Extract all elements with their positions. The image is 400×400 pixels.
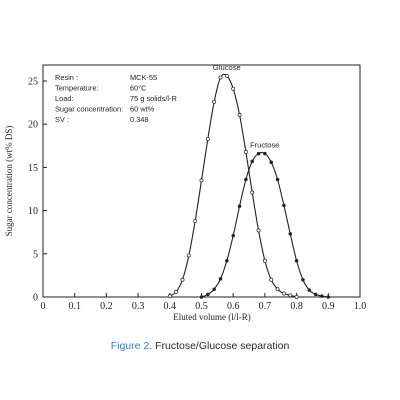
x-tick-label: 0.9 [322,301,335,312]
data-point [250,159,254,164]
x-tick-label: 0.1 [68,301,81,312]
data-point [206,292,210,297]
data-point [237,112,242,117]
data-point [224,73,229,78]
series-glucose: Glucose [167,63,299,299]
data-point [167,294,172,299]
figure-caption-text: Fructose/Glucose separation [155,340,290,352]
data-point [313,292,318,297]
series-line [169,73,297,298]
data-point [250,190,255,195]
data-point [199,178,204,183]
info-value: 0.348 [130,115,149,124]
data-point [288,232,293,236]
data-point [186,253,191,258]
axis-ticks: 0 0.1 0.2 0.3 0.4 0.5 0.6 0.7 0.8 0.9 1.0 0 5 10 15 20 2… [28,77,366,313]
data-point [269,277,274,282]
data-point [326,295,331,299]
x-tick-label: 0 [41,301,46,312]
data-point [275,177,280,182]
data-point [225,258,229,263]
data-point [193,219,198,223]
y-tick-label: 15 [28,163,38,174]
data-point [269,160,273,164]
data-point [256,151,261,156]
info-label: Sugar concentration: [55,105,123,114]
y-tick-label: 0 [33,293,38,304]
x-tick-label: 0.4 [164,301,177,312]
data-point [281,291,286,296]
data-point [288,293,293,298]
data-point [231,233,235,238]
x-tick-label: 0.8 [290,301,303,312]
data-point [262,258,267,263]
info-value: 60°C [130,84,147,93]
x-tick-label: 0.5 [195,301,208,312]
data-point [282,203,286,208]
info-box: Resin : MCK-55 Temperature: 60°C Load: 75 g s… [55,73,177,124]
info-label: Resin : [55,73,78,82]
data-point [180,277,185,282]
data-point [205,136,210,141]
y-axis-title: Sugar concentration (wt% DS) [4,126,14,237]
data-point [294,258,299,263]
info-value: 75 g solids/l-R [130,94,177,103]
data-point [199,295,204,299]
figure-caption: Figure 2. Fructose/Glucose separation [0,340,400,352]
x-tick-label: 0.7 [259,301,272,312]
data-point [212,99,217,104]
data-point [256,228,261,233]
data-point [294,295,299,299]
data-point [231,86,236,91]
x-tick-label: 1.0 [354,301,367,312]
y-tick-label: 5 [33,249,38,260]
series-fructose: Fructose [199,141,331,299]
info-value: MCK-55 [130,73,157,82]
data-point [243,149,248,154]
data-point [218,277,223,281]
series-layer: Glucose Fructose [167,63,331,299]
x-tick-label: 0.6 [227,301,240,312]
series-label: Glucose [213,63,241,72]
info-label: Temperature: [55,84,99,93]
info-label: Load: [55,94,74,103]
y-tick-label: 10 [28,206,38,217]
x-tick-label: 0.2 [100,301,113,312]
y-tick-label: 20 [28,120,38,131]
series-line [201,152,329,298]
data-point [307,288,312,292]
series-label: Fructose [250,141,280,150]
info-value: 60 wt% [130,105,155,114]
data-point [263,151,267,156]
data-point [218,75,223,80]
data-point [275,287,280,292]
data-point [301,277,305,282]
data-point [244,177,248,182]
data-point [237,204,242,209]
data-point [212,287,216,291]
data-point [320,294,324,298]
data-point [174,289,179,294]
y-tick-label: 25 [28,77,38,88]
x-axis-title: Eluted volume (l/l-R) [173,312,250,322]
x-tick-label: 0.3 [132,301,145,312]
info-label: SV : [55,115,69,124]
figure-number: Figure 2. [110,340,153,352]
